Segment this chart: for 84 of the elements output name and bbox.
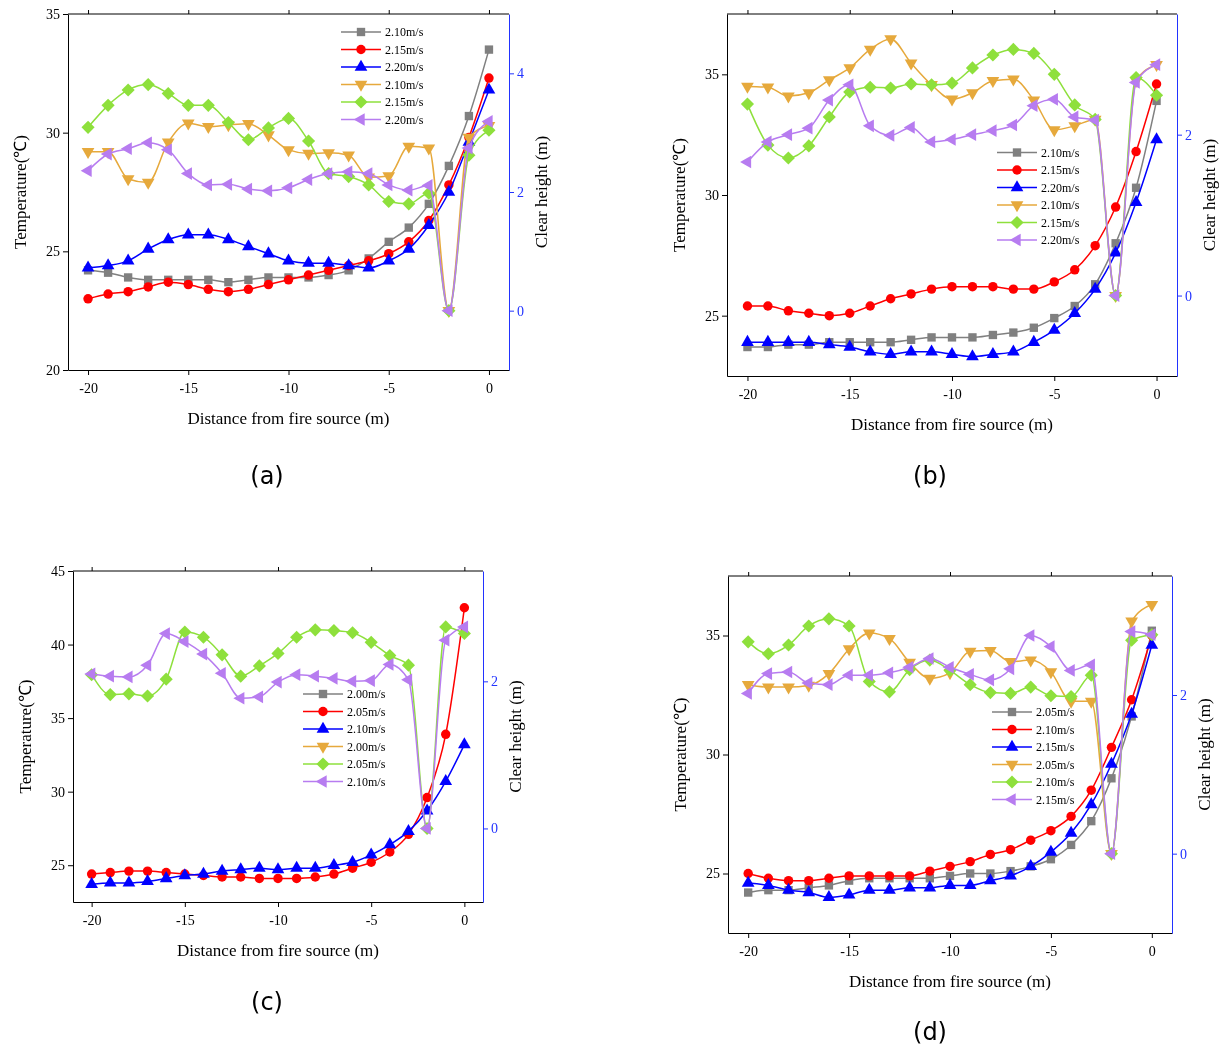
x-tick-label: -10: [279, 381, 299, 397]
y2-tick-label: 0: [517, 303, 524, 319]
x-tick-label: -20: [79, 381, 98, 397]
y-tick-label: 40: [51, 637, 65, 653]
legend-label: 2.15m/s: [385, 95, 424, 109]
x-tick-label: 0: [1153, 387, 1161, 403]
y-tick-label: 45: [51, 563, 65, 579]
x-axis-title: Distance from fire source (m): [850, 415, 1054, 434]
legend-label: 2.05m/s: [1036, 757, 1075, 772]
y-tick-label: 25: [706, 866, 720, 882]
legend-label: 2.10m/s: [1036, 775, 1075, 789]
text: (c): [251, 988, 283, 1016]
y-tick-label: 35: [51, 711, 65, 727]
x-tick-label: -5: [1045, 944, 1058, 960]
y2-axis-title: Clear height (m): [506, 680, 525, 793]
legend-label: 2.05m/s: [347, 757, 386, 771]
y2-tick-label: 2: [1185, 127, 1192, 143]
y-axis-title: Temperature(℃): [670, 138, 689, 252]
y2-tick-label: 0: [491, 821, 498, 837]
legend-label: 2.15m/s: [1036, 740, 1075, 754]
x-tick-label: -20: [82, 913, 102, 929]
legend-label: 2.00m/s: [347, 687, 386, 701]
legend-label: 2.10m/s: [1041, 145, 1080, 160]
x-axis-title: Distance from fire source (m): [848, 972, 1052, 991]
x-axis-title: Distance from fire source (m): [187, 409, 390, 428]
legend-label: 2.10m/s: [347, 722, 386, 736]
y-tick-label: 25: [705, 308, 719, 324]
text: (b): [913, 462, 947, 490]
x-tick-label: -20: [739, 944, 759, 960]
x-tick-label: -5: [1048, 387, 1061, 403]
legend-label: 2.10m/s: [347, 774, 386, 789]
y2-tick-label: 2: [517, 184, 524, 200]
y-tick-label: 25: [46, 244, 60, 260]
x-axis-title: Distance from fire source (m): [176, 941, 380, 960]
text: (d): [913, 1018, 947, 1046]
legend-label: 2.10m/s: [385, 25, 424, 39]
y-tick-label: 30: [51, 784, 65, 800]
y-tick-label: 35: [705, 67, 719, 83]
legend-label: 2.15m/s: [1036, 792, 1075, 807]
x-tick-label: -15: [175, 913, 195, 929]
y-axis-title: Temperature(℃): [16, 679, 35, 794]
legend-label: 2.10m/s: [385, 77, 424, 92]
y-tick-label: 35: [46, 6, 60, 22]
y-tick-label: 30: [705, 187, 719, 203]
x-tick-label: -15: [840, 387, 860, 403]
y2-tick-label: 4: [517, 66, 524, 82]
x-tick-label: 0: [485, 381, 493, 397]
y-tick-label: 25: [51, 858, 65, 874]
y-axis-title: Temperature(℃): [11, 135, 30, 249]
y2-tick-label: 2: [1180, 687, 1187, 703]
legend-label: 2.15m/s: [1041, 215, 1080, 230]
y2-tick-label: 2: [491, 674, 498, 690]
x-tick-label: 0: [1148, 944, 1156, 960]
legend-label: 2.10m/s: [1041, 198, 1080, 212]
legend-label: 2.05m/s: [347, 704, 386, 719]
y2-axis-title: Clear height (m): [1200, 138, 1219, 252]
x-tick-label: -10: [941, 944, 960, 960]
x-tick-label: -15: [840, 944, 859, 960]
legend-label: 2.20m/s: [385, 60, 424, 74]
legend-label: 2.20m/s: [1041, 233, 1080, 247]
y2-axis-title: Clear height (m): [532, 135, 551, 249]
x-tick-label: -5: [383, 381, 396, 397]
y2-tick-label: 0: [1180, 846, 1187, 862]
y-tick-label: 30: [706, 747, 720, 763]
y2-tick-label: 0: [1185, 288, 1192, 304]
y-tick-label: 35: [706, 628, 720, 644]
legend-label: 2.05m/s: [1036, 705, 1075, 719]
x-tick-label: -5: [365, 913, 378, 929]
y2-axis-title: Clear height (m): [1195, 698, 1214, 811]
x-tick-label: 0: [461, 913, 469, 929]
x-tick-label: -15: [179, 381, 199, 397]
legend-label: 2.20m/s: [385, 112, 424, 127]
legend-label: 2.20m/s: [1041, 180, 1080, 195]
x-tick-label: -20: [738, 387, 758, 403]
text: (a): [250, 462, 284, 490]
y-tick-label: 30: [46, 125, 60, 141]
x-tick-label: -10: [269, 913, 288, 929]
x-tick-label: -10: [943, 387, 962, 403]
y-axis-title: Temperature(℃): [671, 697, 690, 812]
legend-label: 2.10m/s: [1036, 722, 1075, 737]
y-tick-label: 20: [46, 362, 60, 378]
legend-label: 2.15m/s: [385, 42, 424, 57]
legend-label: 2.15m/s: [1041, 163, 1080, 177]
legend-label: 2.00m/s: [347, 739, 386, 754]
